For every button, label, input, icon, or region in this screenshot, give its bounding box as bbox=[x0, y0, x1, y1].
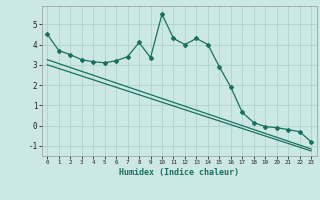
X-axis label: Humidex (Indice chaleur): Humidex (Indice chaleur) bbox=[119, 168, 239, 177]
